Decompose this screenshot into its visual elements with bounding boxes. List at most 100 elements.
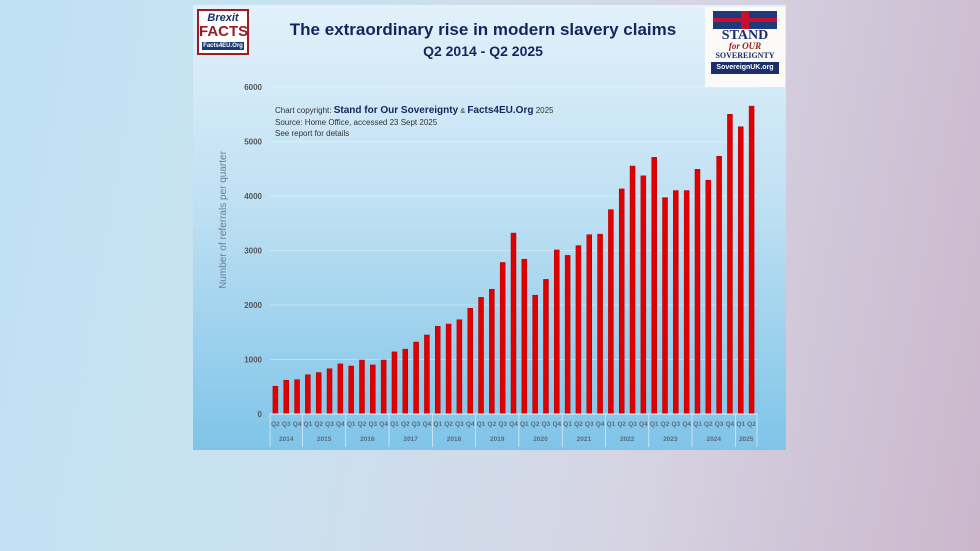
x-tick-label: Q3	[498, 421, 507, 428]
bar	[608, 209, 614, 415]
year-label: 2016	[360, 436, 375, 443]
bar	[640, 175, 647, 415]
copyright-amp: &	[460, 108, 465, 115]
copyright-year: 2025	[536, 106, 554, 115]
x-tick-label: Q2	[531, 421, 540, 428]
bar	[673, 190, 679, 415]
x-tick-label: Q1	[347, 421, 356, 428]
year-label: 2024	[706, 436, 721, 443]
x-tick-label: Q1	[607, 421, 616, 428]
copyright-prefix: Chart copyright:	[275, 106, 331, 115]
bar	[380, 359, 387, 415]
bar	[370, 364, 376, 415]
y-tick-label: 0	[258, 410, 263, 419]
x-tick-label: Q2	[747, 421, 756, 428]
x-tick-label: Q2	[661, 421, 670, 428]
bar-chart: The extraordinary rise in modern slavery…	[218, 20, 758, 447]
year-label: 2014	[279, 436, 294, 443]
y-tick-label: 5000	[244, 138, 262, 147]
bar	[348, 365, 354, 415]
logo-text: Brexit	[207, 12, 239, 24]
x-tick-label: Q3	[325, 421, 334, 428]
bar	[629, 165, 636, 415]
bar	[489, 288, 495, 415]
x-tick-label: Q2	[574, 421, 583, 428]
bar	[359, 359, 365, 415]
x-tick-label: Q2	[444, 421, 453, 428]
x-tick-label: Q1	[433, 421, 442, 428]
bar	[683, 190, 690, 415]
bar	[391, 351, 398, 415]
bar	[499, 262, 506, 415]
logo-text: for OUR	[728, 41, 762, 51]
note-annotation: See report for details	[275, 129, 349, 138]
x-tick-label: Q4	[726, 421, 735, 428]
bar	[510, 232, 517, 415]
year-label: 2020	[533, 436, 548, 443]
year-label: 2017	[403, 436, 418, 443]
bar	[716, 155, 722, 415]
bar	[564, 255, 571, 415]
x-tick-label: Q4	[552, 421, 561, 428]
year-label: 2021	[577, 436, 592, 443]
bar	[748, 105, 755, 415]
bar	[586, 234, 593, 415]
bar	[727, 114, 733, 415]
bar	[618, 188, 625, 415]
bar	[705, 179, 712, 415]
bar	[402, 348, 409, 415]
bar	[521, 258, 528, 415]
x-tick-label: Q1	[477, 421, 486, 428]
logo-text: Facts4EU.Org	[202, 42, 244, 50]
bar	[738, 126, 744, 415]
y-tick-label: 3000	[244, 247, 262, 256]
stand-for-our-sovereignty-logo: STAND for OUR SOVEREIGNTY SovereignUK.or…	[705, 7, 785, 87]
x-tick-label: Q1	[563, 421, 572, 428]
bar	[543, 279, 549, 415]
x-tick-label: Q3	[412, 421, 421, 428]
x-tick-label: Q2	[704, 421, 713, 428]
bar	[413, 341, 419, 415]
x-tick-label: Q2	[314, 421, 323, 428]
x-tick-label: Q4	[466, 421, 475, 428]
x-tick-label: Q1	[693, 421, 702, 428]
x-tick-label: Q3	[368, 421, 377, 428]
bar	[445, 323, 452, 415]
bar	[272, 385, 279, 415]
y-axis-label: Number of referrals per quarter	[218, 150, 229, 289]
bar	[478, 297, 484, 415]
x-tick-label: Q3	[715, 421, 724, 428]
copyright-annotation: Chart copyright: Stand for Our Sovereign…	[275, 105, 554, 116]
x-tick-label: Q4	[293, 421, 302, 428]
x-tick-label: Q4	[596, 421, 605, 428]
bar	[554, 249, 560, 415]
x-tick-label: Q3	[628, 421, 637, 428]
year-label: 2018	[447, 436, 462, 443]
union-flag-icon	[713, 11, 777, 29]
bar	[456, 319, 463, 415]
y-tick-label: 6000	[244, 83, 262, 92]
chart-title: The extraordinary rise in modern slavery…	[290, 20, 676, 39]
bar	[283, 379, 289, 415]
year-label: 2023	[663, 436, 678, 443]
x-tick-label: Q1	[650, 421, 659, 428]
x-tick-label: Q4	[336, 421, 345, 428]
source-annotation: Source: Home Office, accessed 23 Sept 20…	[275, 118, 438, 127]
year-label: 2019	[490, 436, 505, 443]
x-tick-label: Q1	[736, 421, 745, 428]
x-tick-label: Q3	[455, 421, 464, 428]
x-tick-label: Q2	[271, 421, 280, 428]
logo-text: STAND	[721, 28, 769, 43]
x-tick-label: Q2	[358, 421, 367, 428]
x-tick-label: Q3	[282, 421, 291, 428]
year-label: 2015	[317, 436, 332, 443]
bar	[532, 294, 538, 415]
x-tick-label: Q2	[488, 421, 497, 428]
x-tick-label: Q3	[671, 421, 680, 428]
bar	[294, 379, 300, 415]
y-tick-label: 4000	[244, 192, 262, 201]
x-tick-label: Q4	[639, 421, 648, 428]
year-label: 2022	[620, 436, 635, 443]
year-label: 2025	[739, 436, 754, 443]
y-tick-label: 1000	[244, 356, 262, 365]
